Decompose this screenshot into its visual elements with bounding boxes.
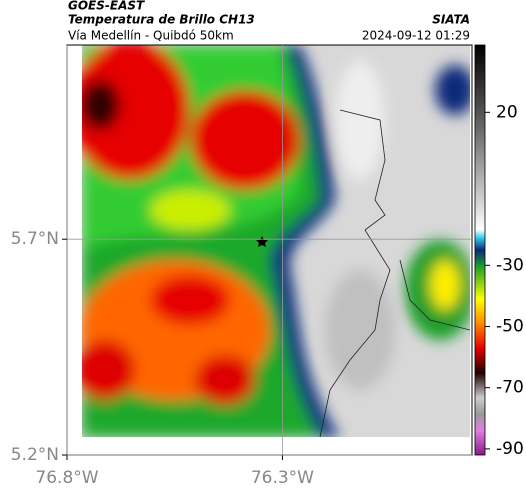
x-tick-label: 76.8°W xyxy=(35,468,98,488)
y-tick-label: 5.7°N xyxy=(11,229,59,249)
colorbar xyxy=(474,44,486,456)
y-tick-label: 5.2°N xyxy=(11,445,59,465)
brightness-image xyxy=(82,45,470,437)
product: GOES-EAST xyxy=(68,0,145,13)
source: SIATA xyxy=(432,13,470,27)
datetime: 2024-09-12 01:29 xyxy=(362,29,470,43)
colorbar-tick-label: -50 xyxy=(496,316,524,336)
colorbar-tick-label: -90 xyxy=(496,439,524,459)
title: Temperatura de Brillo CH13 xyxy=(68,13,255,27)
colorbar-tick-label: -30 xyxy=(496,255,524,275)
subtitle: Vía Medellín - Quibdó 50km xyxy=(68,29,234,43)
colorbar-tick-label: 20 xyxy=(496,102,518,122)
x-tick-label: 76.3°W xyxy=(251,468,314,488)
colorbar-tick-label: -70 xyxy=(496,378,524,398)
